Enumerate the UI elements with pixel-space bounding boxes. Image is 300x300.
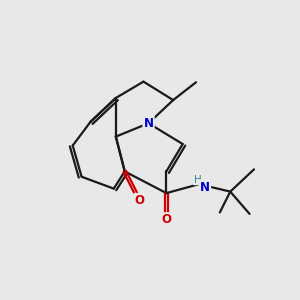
Text: O: O (161, 213, 171, 226)
Text: N: N (143, 117, 154, 130)
Text: H: H (194, 175, 201, 185)
Text: O: O (135, 194, 145, 207)
Text: N: N (200, 181, 210, 194)
